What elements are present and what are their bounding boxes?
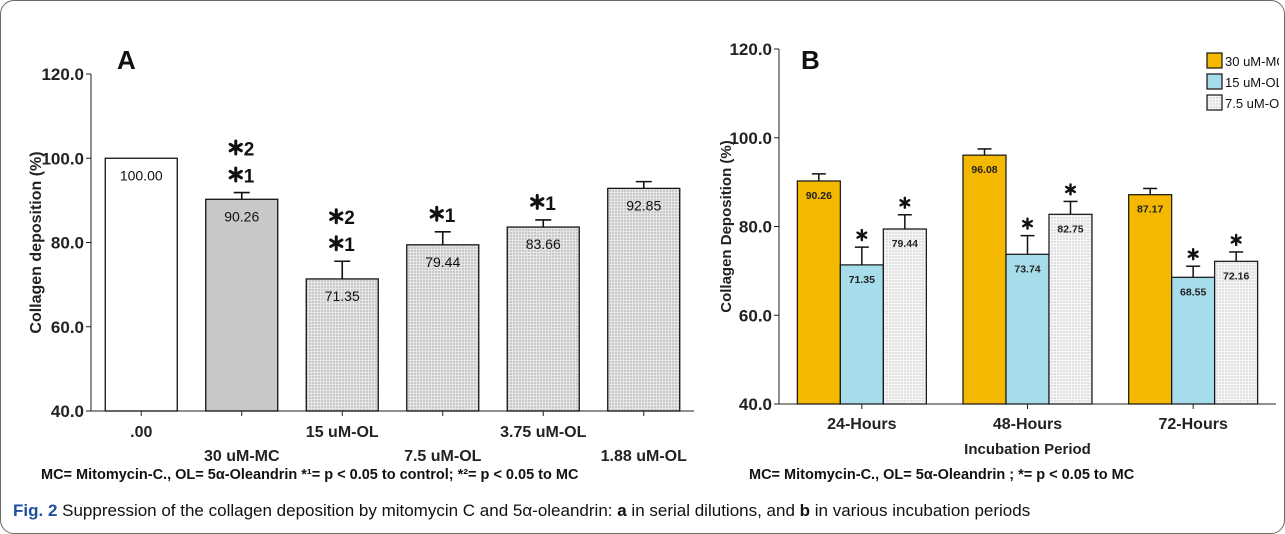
significance-star-a — [228, 166, 243, 183]
bar-a — [607, 187, 681, 412]
legend-swatch-b — [1206, 94, 1223, 111]
bar-b — [1128, 194, 1173, 405]
footnote-a: MC= Mitomycin-C., OL= 5α-Oleandrin *¹= p… — [41, 467, 579, 483]
significance-marker-a: 1 — [545, 194, 556, 215]
caption-figure-label: Fig. 2 — [13, 501, 58, 520]
significance-star-b — [1187, 248, 1199, 261]
chart-b: 40.0 60.0 80.0 100.0 120.0 Collagen Depositio… — [718, 40, 1279, 458]
value-label-a: 79.44 — [425, 254, 460, 270]
bar-b — [1005, 253, 1050, 405]
bar-a — [506, 226, 580, 412]
significance-marker-a: 1 — [344, 235, 355, 256]
bar-b — [962, 154, 1007, 405]
significance-star-b — [899, 196, 911, 209]
panel-label-a: A — [117, 45, 136, 75]
y-tick-label-a: 60.0 — [51, 318, 84, 337]
x-tick-label-a: 3.75 uM-OL — [500, 424, 586, 441]
legend-label-b: 15 uM-OL — [1225, 75, 1279, 90]
value-label-a: 92.85 — [626, 197, 661, 213]
x-tick-label-a: .00 — [130, 424, 152, 441]
y-tick-label-b: 100.0 — [729, 129, 772, 148]
bar-a — [406, 244, 480, 412]
y-tick-label-a: 100.0 — [41, 149, 84, 168]
value-label-b: 72.16 — [1223, 270, 1249, 282]
significance-star-b — [856, 228, 868, 242]
panel-label-b: B — [801, 45, 820, 75]
value-label-b: 96.08 — [971, 164, 997, 176]
legend-label-b: 30 uM-MC — [1225, 54, 1279, 69]
bar-b — [839, 264, 884, 405]
significance-star-b — [1064, 183, 1077, 196]
significance-marker-a: 2 — [244, 140, 255, 161]
legend-swatch-b — [1206, 73, 1223, 90]
x-tick-label-b: 24-Hours — [827, 416, 896, 433]
x-tick-label-b: 72-Hours — [1158, 416, 1227, 433]
significance-star-b — [1021, 217, 1034, 230]
significance-star-a — [429, 205, 444, 222]
y-axis-title-a: Collagen deposition (%) — [28, 151, 45, 333]
value-label-a: 100.00 — [120, 167, 163, 183]
footnote-b: MC= Mitomycin-C., OL= 5α-Oleandrin ; *= … — [749, 467, 1135, 483]
value-label-b: 90.26 — [806, 190, 832, 202]
x-tick-label-a: 1.88 uM-OL — [601, 448, 687, 465]
value-label-b: 79.44 — [892, 238, 918, 250]
value-label-b: 71.35 — [849, 274, 875, 286]
y-tick-label-b: 120.0 — [729, 40, 772, 59]
value-label-a: 71.35 — [325, 288, 360, 304]
y-tick-label-a: 40.0 — [51, 402, 84, 421]
bar-b — [1214, 260, 1259, 405]
significance-marker-a: 2 — [344, 208, 355, 229]
value-label-a: 90.26 — [224, 208, 259, 224]
bar-b — [882, 228, 927, 405]
value-label-b: 87.17 — [1137, 204, 1163, 216]
legend-label-b: 7.5 uM-OL — [1225, 96, 1279, 111]
x-axis-title-b: Incubation Period — [964, 441, 1091, 458]
caption-bold-b: b — [799, 501, 811, 520]
significance-star-a — [530, 193, 545, 210]
bar-a — [205, 198, 279, 412]
legend-swatch-b — [1206, 52, 1223, 69]
value-label-a: 83.66 — [526, 236, 561, 252]
x-tick-label-a: 30 uM-MC — [204, 448, 280, 465]
significance-marker-a: 1 — [244, 167, 255, 188]
value-label-b: 73.74 — [1014, 263, 1040, 275]
bar-b — [796, 180, 841, 405]
value-label-b: 68.55 — [1180, 286, 1206, 298]
y-tick-label-b: 80.0 — [739, 218, 772, 237]
y-tick-label-a: 120.0 — [41, 65, 84, 84]
bar-b — [1171, 276, 1216, 405]
x-tick-label-a: 7.5 uM-OL — [404, 448, 482, 465]
figure-caption: Fig. 2 Suppression of the collagen depos… — [13, 501, 1030, 521]
caption-text-3: in various incubation periods — [810, 501, 1031, 520]
significance-star-a — [228, 139, 243, 156]
significance-star-b — [1230, 233, 1242, 247]
caption-bold-a: a — [617, 501, 627, 520]
value-label-b: 82.75 — [1057, 223, 1083, 235]
x-tick-label-b: 48-Hours — [993, 416, 1062, 433]
bar-a — [305, 278, 379, 412]
x-tick-label-a: 15 uM-OL — [306, 424, 379, 441]
y-tick-label-a: 80.0 — [51, 234, 84, 253]
caption-text-2: in serial dilutions, and — [626, 501, 800, 520]
significance-star-a — [329, 208, 344, 225]
chart-a: 40.0 60.0 80.0 100.0 120.0 Collagen depositio… — [28, 45, 694, 465]
caption-text-1: Suppression of the collagen deposition b… — [57, 501, 618, 520]
y-tick-label-b: 40.0 — [739, 395, 772, 414]
bar-a — [104, 157, 178, 412]
bar-b — [1048, 213, 1093, 405]
y-tick-label-b: 60.0 — [739, 306, 772, 325]
y-axis-title-b: Collagen Deposition (%) — [718, 140, 735, 313]
significance-star-a — [329, 235, 344, 252]
significance-marker-a: 1 — [445, 206, 456, 227]
